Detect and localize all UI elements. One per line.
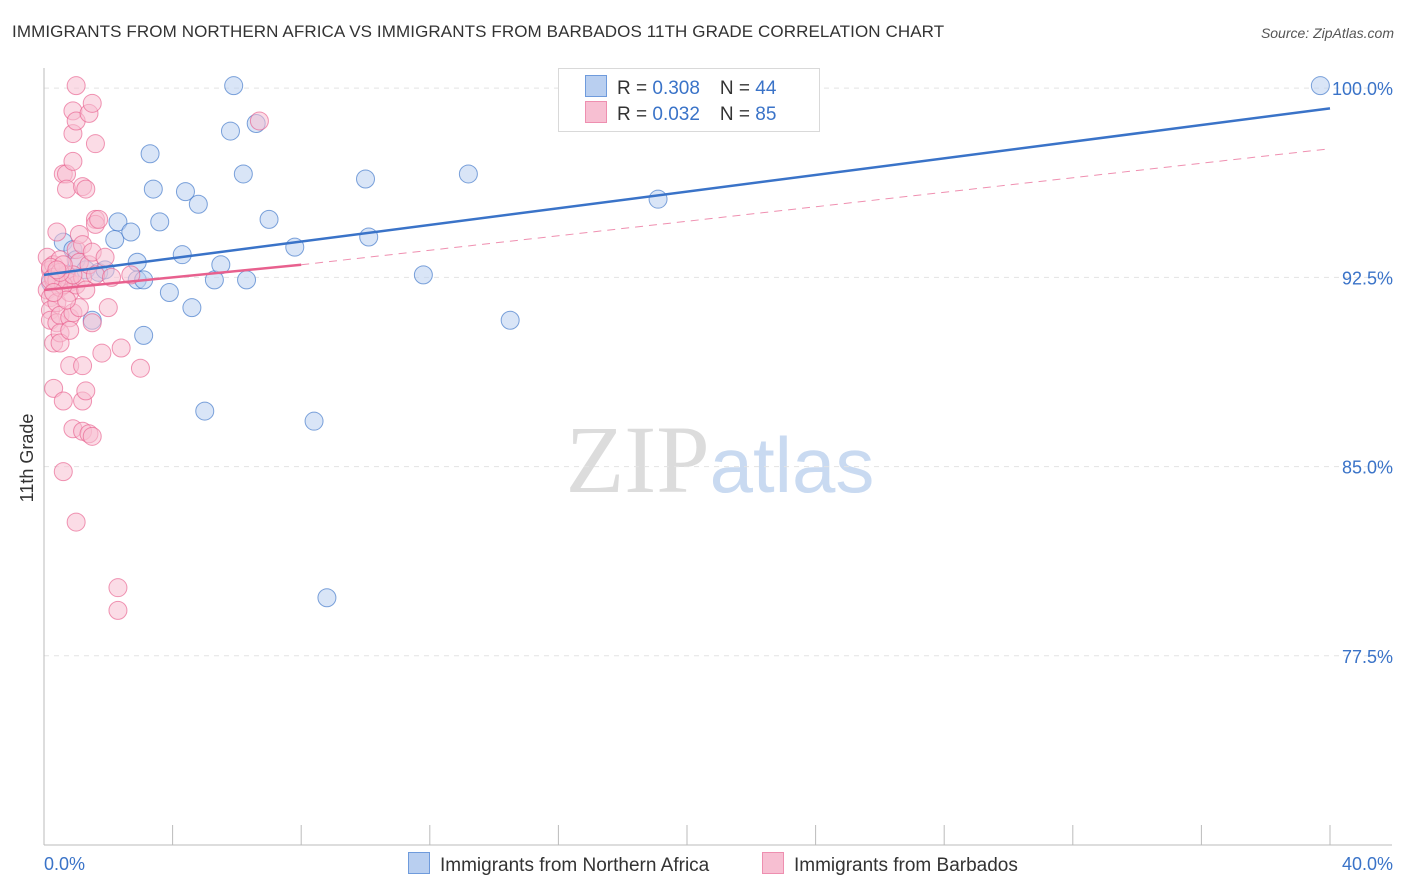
n-value: 85 (755, 104, 777, 125)
barbados-trend-line (43, 263, 302, 292)
barbados-point (47, 222, 67, 242)
source-label: Source: ZipAtlas.com (1260, 25, 1394, 41)
northern-africa-point (143, 179, 163, 199)
x-tick-label: 0.0% (44, 854, 85, 874)
northern-africa-point (159, 283, 179, 303)
northern-africa-point (182, 298, 202, 318)
stats-legend-row-barbados: R = 0.032 N = 85 (585, 101, 776, 127)
legend-item-barbados[interactable]: Immigrants from Barbados (762, 852, 1018, 877)
northern-africa-point (108, 212, 128, 232)
legend-label: Immigrants from Barbados (794, 855, 1018, 876)
stats-legend-row-northern-africa: R = 0.308 N = 44 (585, 75, 776, 101)
barbados-point (121, 265, 141, 285)
legend-item-northern-africa[interactable]: Immigrants from Northern Africa (408, 852, 709, 877)
northern-africa-point (317, 588, 337, 608)
barbados-point (66, 76, 86, 96)
northern-africa-point (220, 121, 240, 141)
barbados-point (95, 247, 115, 267)
barbados-point (66, 512, 86, 532)
northern-africa-point (172, 245, 192, 265)
stats-legend: R = 0.308 N = 44 R = 0.032 N = 85 (558, 68, 820, 132)
barbados-point (63, 151, 83, 171)
northern-africa-point (648, 189, 668, 209)
y-tick-label: 77.5% (1342, 647, 1393, 667)
blue-swatch-icon (408, 852, 430, 874)
barbados-point (111, 338, 131, 358)
barbados-point (53, 391, 73, 411)
barbados-point (73, 356, 93, 376)
barbados-point (130, 358, 150, 378)
northern-africa-point (140, 144, 160, 164)
northern-africa-point (175, 182, 195, 202)
barbados-point (44, 283, 64, 303)
chart-title: IMMIGRANTS FROM NORTHERN AFRICA VS IMMIG… (12, 22, 945, 41)
northern-africa-point (458, 164, 478, 184)
y-tick-label: 100.0% (1332, 79, 1393, 99)
northern-africa-point (237, 270, 257, 290)
northern-africa-point (1310, 76, 1330, 96)
pink-swatch-icon (762, 852, 784, 874)
northern-africa-point (233, 164, 253, 184)
pink-swatch-icon (585, 101, 607, 123)
northern-africa-point (356, 169, 375, 189)
r-label: R = (617, 78, 653, 99)
barbados-point (82, 426, 102, 446)
y-tick-label: 92.5% (1342, 268, 1393, 288)
barbados-point (82, 313, 102, 333)
barbados-point (89, 209, 109, 229)
barbados-point (108, 578, 128, 598)
barbados-point (44, 378, 64, 398)
barbados-point (47, 260, 67, 280)
watermark-zip: ZIP (566, 406, 710, 513)
barbados-point (92, 343, 112, 363)
barbados-point (85, 134, 105, 154)
watermark-atlas: atlas (710, 421, 875, 509)
barbados-point (98, 298, 118, 318)
barbados-point (76, 179, 96, 199)
barbados-point (60, 320, 80, 340)
barbados-point (108, 600, 128, 620)
northern-africa-point (413, 265, 433, 285)
legend-label: Immigrants from Northern Africa (440, 855, 710, 876)
barbados-point (249, 111, 269, 131)
trend-line-extension (301, 148, 1331, 266)
n-label: N = (719, 104, 756, 125)
barbados-point (57, 179, 77, 199)
y-axis-label: 11th Grade (17, 414, 37, 503)
northern-africa-point (304, 411, 324, 431)
barbados-point (50, 333, 70, 353)
northern-africa-point (359, 227, 379, 247)
northern-africa-point (150, 212, 170, 232)
x-tick-label: 40.0% (1342, 854, 1393, 874)
northern-africa-trend-line (43, 107, 1331, 277)
r-label: R = (617, 104, 653, 125)
barbados-point (82, 93, 102, 113)
r-value: 0.032 (652, 104, 700, 125)
barbados-point (53, 462, 73, 482)
northern-africa-point (121, 222, 141, 242)
blue-swatch-icon (585, 75, 607, 97)
northern-africa-point (105, 230, 125, 250)
n-label: N = (719, 78, 756, 99)
n-value: 44 (755, 78, 777, 99)
northern-africa-point (188, 194, 208, 214)
northern-africa-point (134, 325, 154, 345)
barbados-point (76, 381, 96, 401)
northern-africa-point (195, 401, 215, 421)
r-value: 0.308 (652, 78, 700, 99)
northern-africa-point (259, 209, 279, 229)
y-tick-label: 85.0% (1342, 458, 1393, 478)
northern-africa-point (224, 76, 244, 96)
watermark: ZIPatlas (566, 406, 875, 513)
northern-africa-point (500, 310, 520, 330)
